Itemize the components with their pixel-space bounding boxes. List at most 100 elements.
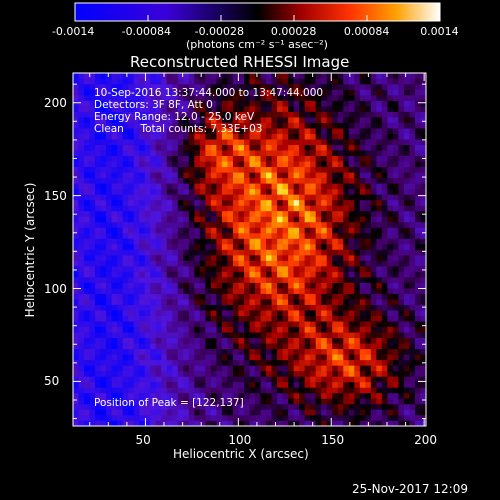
heatmap-cell: [299, 194, 305, 201]
heatmap-cell: [348, 111, 355, 118]
heatmap-cell: [95, 359, 101, 366]
heatmap-cell: [177, 155, 184, 162]
heatmap-cell: [310, 133, 316, 140]
heatmap-cell: [260, 398, 267, 405]
heatmap-cell: [403, 293, 410, 300]
heatmap-cell: [365, 100, 372, 107]
heatmap-cell: [414, 398, 421, 405]
heatmap-cell: [177, 332, 184, 339]
heatmap-cell: [282, 420, 289, 427]
heatmap-cell: [282, 106, 289, 112]
heatmap-cell: [332, 414, 339, 421]
heatmap-cell: [321, 117, 328, 123]
heatmap-cell: [387, 414, 394, 421]
heatmap-cell: [414, 95, 421, 101]
heatmap-cell: [243, 227, 250, 234]
heatmap-cell: [249, 266, 256, 272]
heatmap-cell: [150, 144, 157, 151]
heatmap-cell: [337, 238, 344, 245]
heatmap-cell: [73, 205, 79, 212]
heatmap-cell: [315, 188, 322, 195]
heatmap-cell: [122, 161, 129, 168]
heatmap-cell: [381, 370, 388, 377]
heatmap-cell: [403, 376, 410, 383]
heatmap-cell: [100, 117, 107, 123]
heatmap-cell: [326, 227, 333, 234]
heatmap-cell: [392, 365, 399, 372]
heatmap-cell: [161, 409, 168, 416]
heatmap-cell: [133, 194, 140, 201]
heatmap-cell: [133, 205, 140, 212]
heatmap-cell: [365, 304, 372, 311]
heatmap-cell: [122, 243, 129, 250]
heatmap-cell: [221, 232, 228, 239]
heatmap-cell: [111, 293, 118, 300]
heatmap-cell: [100, 78, 107, 85]
heatmap-cell: [84, 359, 90, 366]
heatmap-cell: [249, 73, 256, 79]
heatmap-cell: [89, 414, 96, 421]
heatmap-cell: [73, 84, 79, 90]
heatmap-cell: [95, 199, 101, 206]
heatmap-cell: [166, 166, 173, 173]
heatmap-cell: [95, 381, 101, 388]
heatmap-cell: [392, 144, 399, 151]
heatmap-cell: [150, 260, 157, 267]
heatmap-cell: [238, 95, 245, 101]
heatmap-cell: [216, 348, 223, 355]
heatmap-cell: [359, 205, 366, 212]
heatmap-cell: [221, 288, 228, 294]
heatmap-cell: [277, 89, 283, 96]
heatmap-cell: [199, 243, 206, 250]
heatmap-cell: [216, 398, 223, 405]
heatmap-cell: [117, 238, 123, 245]
heatmap-cell: [106, 210, 112, 217]
heatmap-cell: [414, 139, 421, 146]
heatmap-cell: [321, 150, 328, 157]
heatmap-cell: [365, 205, 372, 212]
heatmap-cell: [387, 255, 394, 261]
heatmap-cell: [310, 348, 316, 355]
heatmap-cell: [381, 128, 388, 134]
heatmap-cell: [315, 420, 322, 427]
heatmap-cell: [381, 122, 388, 129]
heatmap-cell: [150, 227, 157, 234]
heatmap-cell: [84, 155, 90, 162]
heatmap-cell: [299, 177, 305, 184]
heatmap-cell: [260, 172, 267, 179]
heatmap-cell: [232, 155, 239, 162]
heatmap-cell: [304, 205, 311, 212]
heatmap-cell: [166, 155, 173, 162]
heatmap-cell: [166, 354, 173, 361]
heatmap-cell: [106, 166, 112, 173]
heatmap-cell: [326, 205, 333, 212]
heatmap-cell: [414, 133, 421, 140]
heatmap-cell: [216, 266, 223, 272]
heatmap-cell: [238, 216, 245, 223]
heatmap-cell: [210, 89, 217, 96]
heatmap-cell: [172, 232, 179, 239]
heatmap-cell: [326, 337, 333, 344]
heatmap-cell: [255, 403, 261, 410]
heatmap-cell: [144, 78, 151, 85]
heatmap-cell: [359, 78, 366, 85]
heatmap-cell: [255, 133, 261, 140]
heatmap-cell: [332, 166, 339, 173]
heatmap-cell: [315, 409, 322, 416]
heatmap-cell: [183, 161, 190, 168]
heatmap-cell: [100, 420, 107, 427]
heatmap-cell: [365, 376, 372, 383]
heatmap-cell: [106, 398, 112, 405]
heatmap-cell: [293, 392, 300, 399]
heatmap-cell: [370, 194, 377, 201]
heatmap-cell: [227, 243, 234, 250]
heatmap-cell: [370, 232, 377, 239]
heatmap-cell: [249, 414, 256, 421]
heatmap-cell: [122, 155, 129, 162]
heatmap-cell: [403, 392, 410, 399]
heatmap-cell: [150, 161, 157, 168]
heatmap-cell: [89, 420, 96, 427]
heatmap-cell: [210, 414, 217, 421]
heatmap-cell: [299, 288, 305, 294]
heatmap-cell: [299, 89, 305, 96]
